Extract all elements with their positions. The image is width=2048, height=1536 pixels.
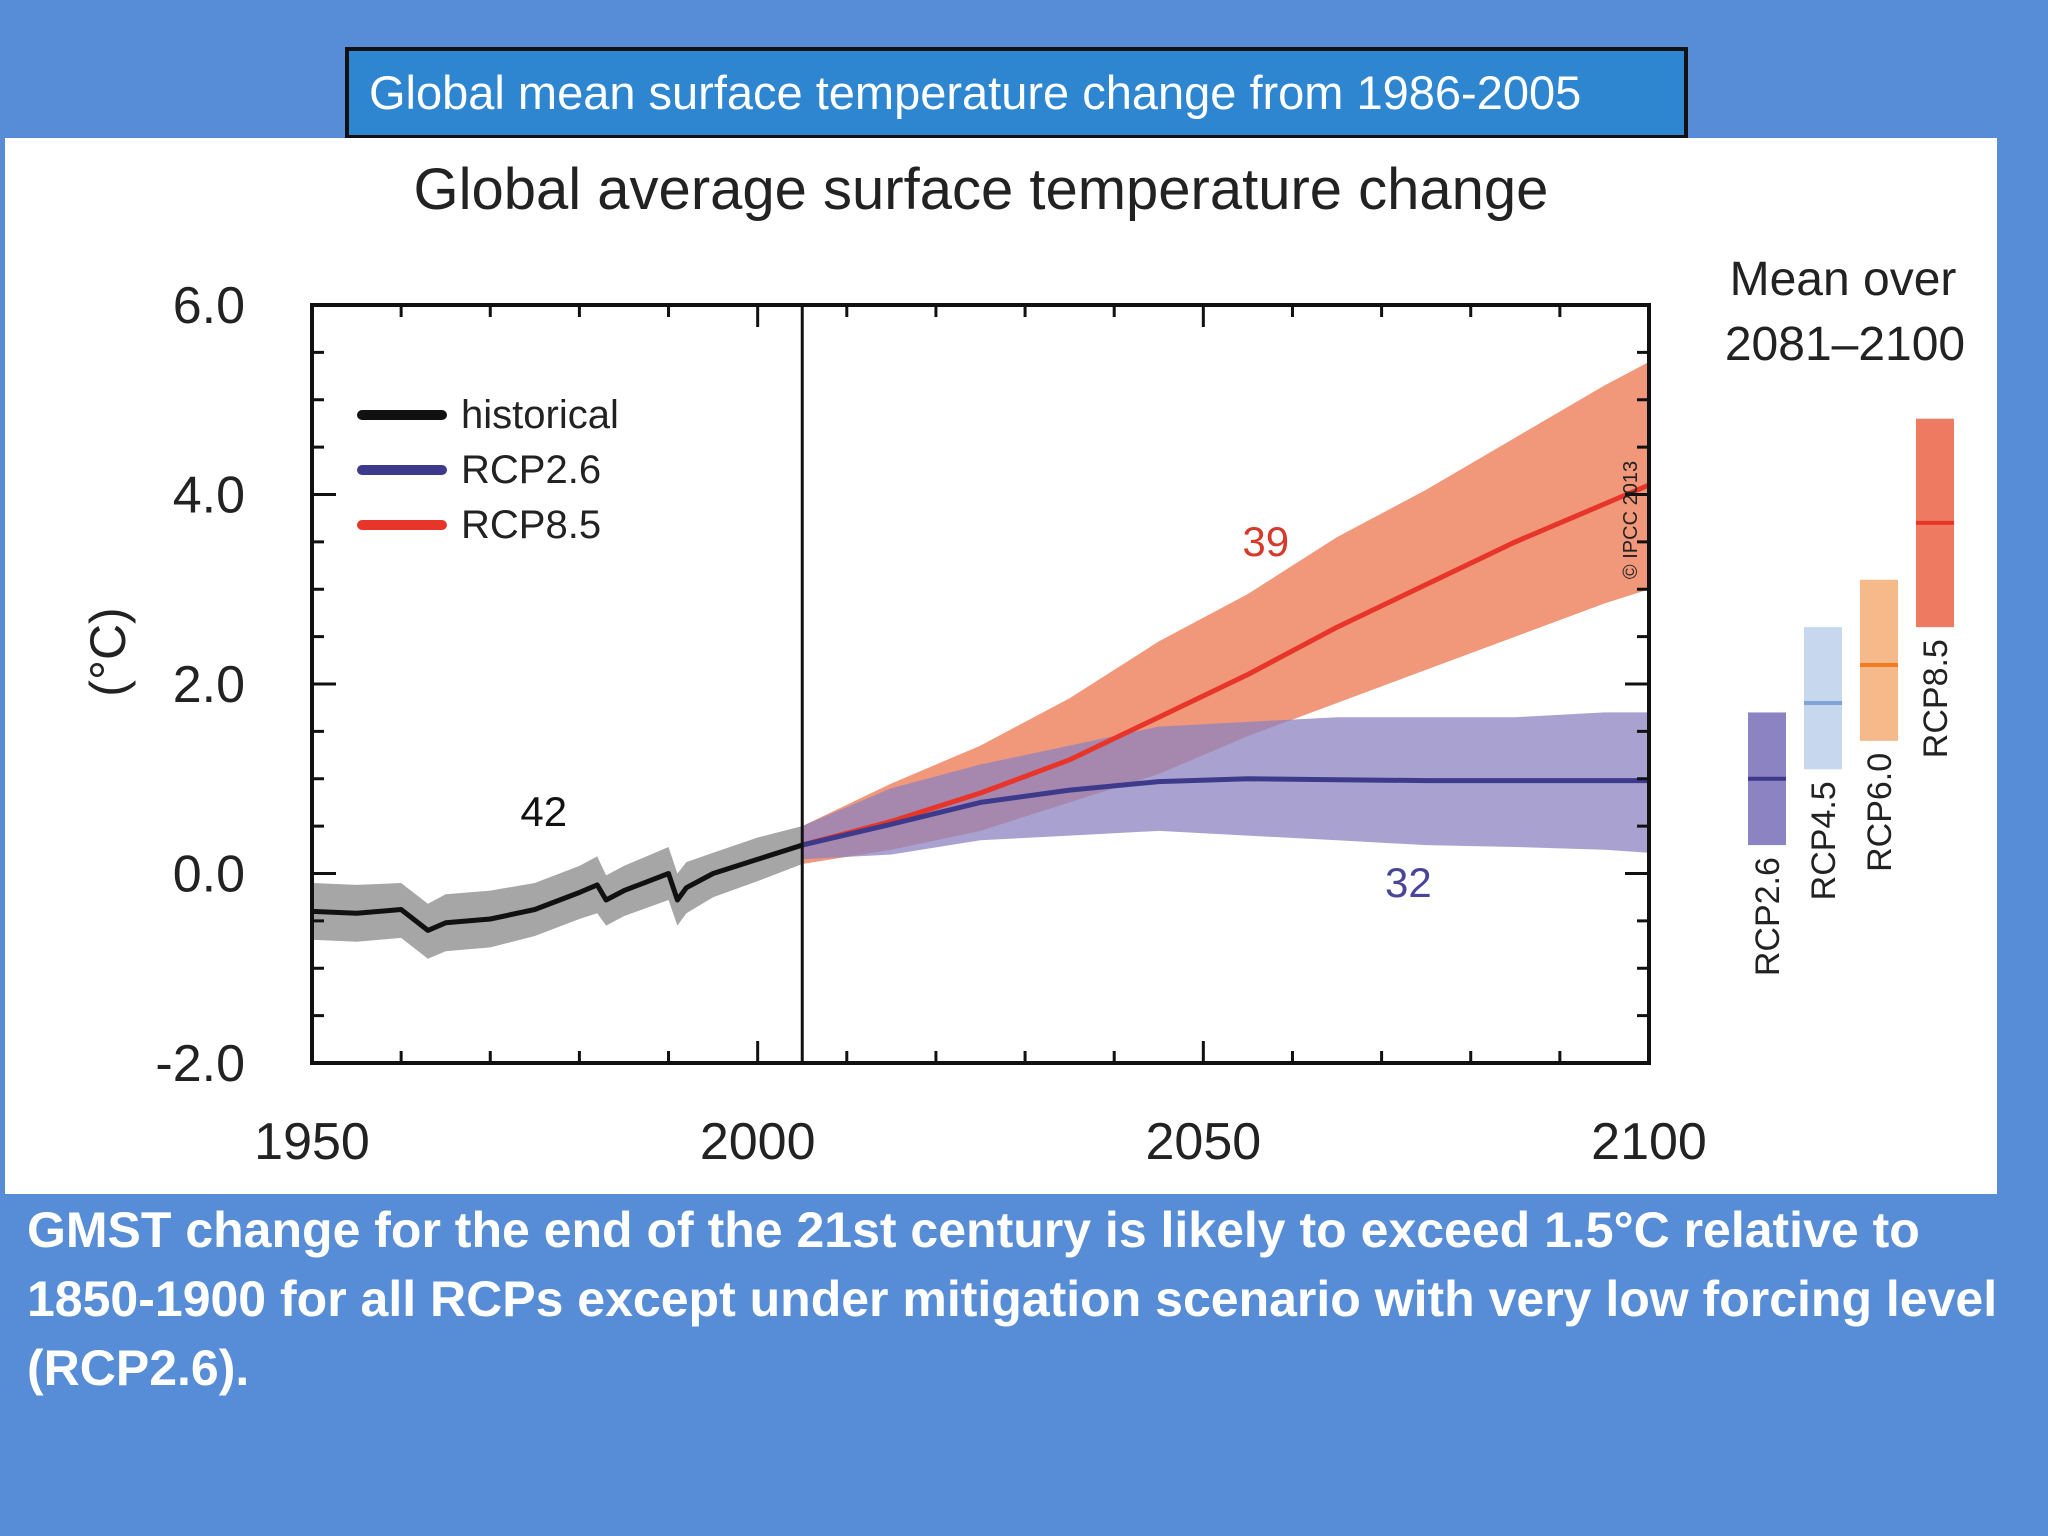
side-bar-rcp60: [1860, 579, 1898, 741]
y-tick-label: 4.0: [173, 467, 245, 525]
slide-title: Global mean surface temperature change f…: [345, 47, 1688, 139]
band-historical: [312, 826, 803, 959]
y-tick-label: 2.0: [173, 656, 245, 714]
caption-text: GMST change for the end of the 21st cent…: [27, 1202, 1998, 1396]
side-bar-label: RCP8.5: [1917, 639, 1955, 758]
legend: historical RCP2.6 RCP8.5: [357, 393, 619, 547]
side-bar-rcp45: [1804, 627, 1842, 770]
legend-label: RCP2.6: [461, 448, 601, 492]
y-tick-label: 0.0: [173, 846, 245, 904]
model-count-historical: 42: [520, 788, 567, 835]
y-tick-label: -2.0: [155, 1035, 245, 1093]
x-tick-label: 1950: [254, 1113, 370, 1171]
side-panel-title-line1: Mean over: [1730, 253, 1957, 306]
ipcc-watermark: © IPCC 2013: [1620, 461, 1642, 579]
legend-label: historical: [461, 393, 619, 437]
line-historical: [311, 842, 803, 933]
side-bar-label: RCP4.5: [1805, 781, 1843, 900]
legend-label: RCP8.5: [461, 503, 601, 547]
side-panel-mean-2081-2100: Mean over 2081–2100 RCP2.6 RCP4.5 RCP6.0 RC…: [1725, 253, 1965, 976]
chart-title: Global average surface temperature chang…: [414, 157, 1549, 222]
side-bar-label: RCP2.6: [1749, 857, 1787, 976]
y-tick-label: 6.0: [173, 277, 245, 335]
side-panel-title-line2: 2081–2100: [1725, 318, 1965, 371]
series-lines: [311, 482, 1650, 933]
x-tick-label: 2100: [1591, 1113, 1707, 1171]
band-rcp85: [802, 361, 1649, 864]
model-count-rcp26: 32: [1385, 859, 1432, 906]
x-tick-label: 2050: [1145, 1113, 1261, 1171]
temperature-chart: Global average surface temperature chang…: [80, 157, 1965, 1171]
x-tick-label: 2000: [700, 1113, 816, 1171]
band-rcp26: [802, 712, 1649, 860]
line-rcp26: [801, 776, 1649, 848]
side-bar-label: RCP6.0: [1861, 753, 1899, 872]
ensemble-count-labels: 42 32 39: [520, 518, 1431, 906]
y-axis-label: (°C): [80, 607, 136, 696]
plot-axes: 1950 2000 2050 2100 6.0 4.0 2.0 0.0 -2.0: [155, 277, 1706, 1171]
model-count-rcp85: 39: [1242, 518, 1289, 565]
line-rcp85: [801, 482, 1650, 848]
figure-panel: Global average surface temperature chang…: [5, 138, 1997, 1194]
